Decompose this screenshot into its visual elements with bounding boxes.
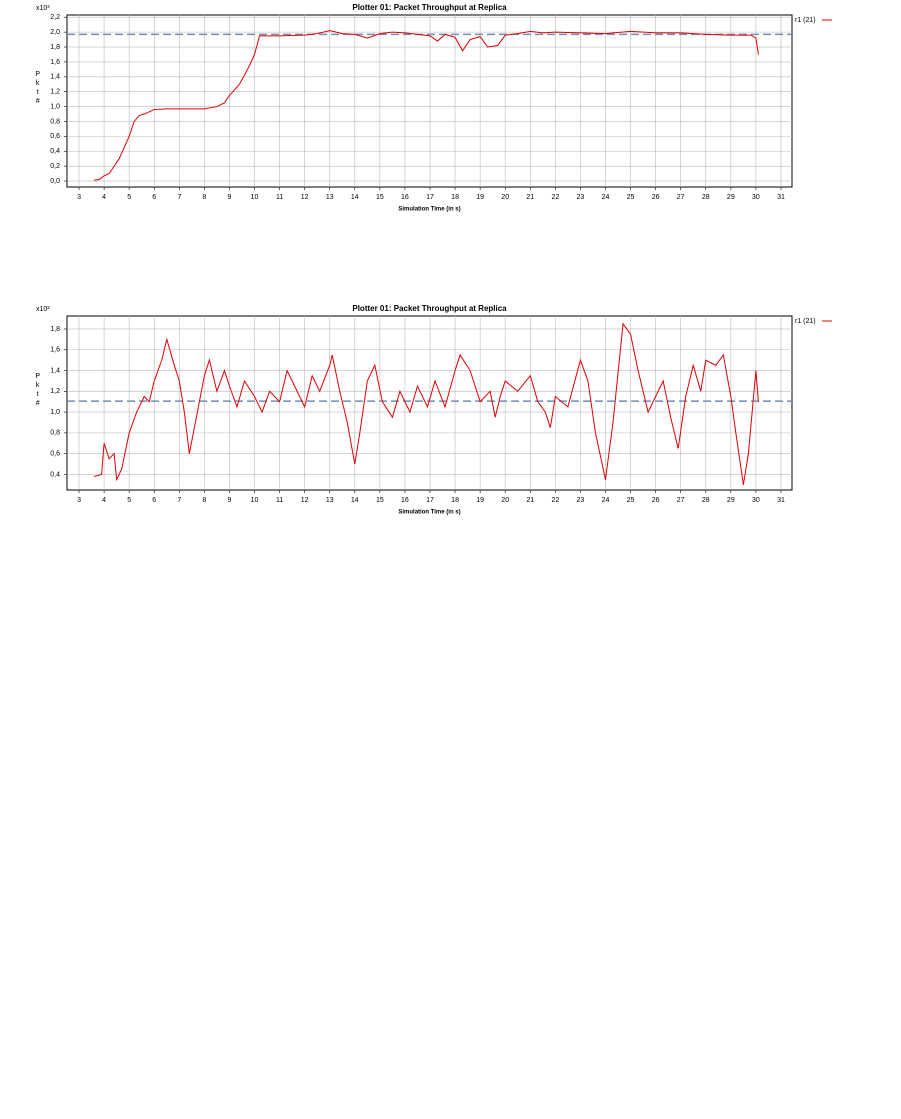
- x-tick-label: 18: [451, 497, 459, 504]
- y-tick-label: 1,4: [50, 367, 60, 374]
- x-tick-label: 17: [426, 497, 434, 504]
- plot-area: [66, 315, 793, 491]
- x-tick-label: 26: [652, 194, 660, 201]
- x-tick-label: 24: [602, 497, 610, 504]
- x-tick-label: 18: [451, 194, 459, 201]
- data-line: [93, 322, 759, 485]
- x-tick-label: 7: [177, 194, 181, 201]
- y-tick-label: 2,0: [50, 29, 60, 36]
- x-tick-label: 8: [202, 194, 206, 201]
- x-tick-label: 14: [351, 497, 359, 504]
- y-multiplier: x10³: [36, 5, 50, 12]
- x-tick-label: 11: [276, 497, 283, 504]
- x-tick-label: 26: [652, 497, 660, 504]
- x-tick-label: 3: [77, 194, 81, 201]
- y-tick-label: 1,8: [50, 44, 60, 51]
- x-tick-label: 11: [276, 194, 283, 201]
- x-tick-label: 27: [677, 497, 685, 504]
- x-tick-label: 14: [351, 194, 359, 201]
- x-tick-label: 12: [301, 194, 309, 201]
- y-tick-label: 0,0: [50, 178, 60, 185]
- y-tick-label: 1,6: [50, 347, 60, 354]
- x-tick-label: 24: [602, 194, 610, 201]
- chart-title: Plotter 01: Packet Throughput at Replica: [352, 3, 507, 12]
- x-tick-label: 29: [727, 194, 735, 201]
- x-tick-label: 10: [251, 497, 259, 504]
- plot-area: [66, 14, 793, 188]
- x-tick-label: 31: [777, 497, 785, 504]
- x-tick-label: 4: [102, 194, 106, 201]
- y-multiplier: x10²: [36, 306, 50, 313]
- x-tick-label: 31: [777, 194, 785, 201]
- y-tick-label: 1,0: [50, 103, 60, 110]
- x-tick-label: 12: [301, 497, 309, 504]
- y-tick-label: 1,8: [50, 326, 60, 333]
- x-tick-label: 15: [376, 194, 384, 201]
- x-tick-label: 20: [501, 497, 509, 504]
- x-tick-label: 30: [752, 194, 760, 201]
- x-tick-label: 5: [127, 497, 131, 504]
- x-axis-label: Simulation Time (in s): [398, 510, 460, 516]
- x-tick-label: 27: [677, 194, 685, 201]
- y-tick-label: 0,8: [50, 118, 60, 125]
- y-tick-label: 1,0: [50, 409, 60, 416]
- x-tick-label: 25: [627, 194, 635, 201]
- x-tick-label: 16: [401, 194, 409, 201]
- x-axis-label: Simulation Time (in s): [398, 207, 460, 213]
- x-tick-label: 16: [401, 497, 409, 504]
- x-tick-label: 7: [177, 497, 181, 504]
- data-line: [93, 30, 759, 181]
- y-tick-label: 1,2: [50, 388, 60, 395]
- x-tick-label: 8: [202, 497, 206, 504]
- y-tick-label: 1,6: [50, 59, 60, 66]
- x-tick-label: 6: [152, 497, 156, 504]
- x-tick-label: 9: [227, 497, 231, 504]
- x-tick-label: 5: [127, 194, 131, 201]
- legend-label: r1 (21): [795, 17, 816, 24]
- y-tick-label: 2,2: [50, 14, 60, 21]
- y-axis-label: Pkt#: [34, 71, 41, 107]
- x-tick-label: 28: [702, 194, 710, 201]
- y-tick-label: 0,8: [50, 430, 60, 437]
- x-tick-label: 19: [476, 497, 484, 504]
- y-tick-label: 1,2: [50, 89, 60, 96]
- chart-title: Plotter 01: Packet Throughput at Replica: [352, 304, 507, 313]
- y-tick-label: 0,4: [50, 148, 60, 155]
- x-tick-label: 17: [426, 194, 434, 201]
- y-tick-label: 0,4: [50, 471, 60, 478]
- x-tick-label: 22: [551, 194, 559, 201]
- x-tick-label: 23: [577, 497, 585, 504]
- x-tick-label: 3: [77, 497, 81, 504]
- y-tick-label: 0,6: [50, 133, 60, 140]
- y-tick-label: 1,4: [50, 74, 60, 81]
- x-tick-label: 21: [526, 194, 534, 201]
- x-tick-label: 19: [476, 194, 484, 201]
- x-tick-label: 15: [376, 497, 384, 504]
- x-tick-label: 9: [227, 194, 231, 201]
- x-tick-label: 10: [251, 194, 259, 201]
- x-tick-label: 28: [702, 497, 710, 504]
- x-tick-label: 6: [152, 194, 156, 201]
- legend-label: r1 (21): [795, 318, 816, 325]
- x-tick-label: 21: [526, 497, 534, 504]
- y-tick-label: 0,6: [50, 450, 60, 457]
- x-tick-label: 13: [326, 194, 334, 201]
- x-tick-label: 29: [727, 497, 735, 504]
- y-tick-label: 0,2: [50, 163, 60, 170]
- x-tick-label: 23: [577, 194, 585, 201]
- x-tick-label: 20: [501, 194, 509, 201]
- x-tick-label: 25: [627, 497, 635, 504]
- x-tick-label: 22: [551, 497, 559, 504]
- x-tick-label: 13: [326, 497, 334, 504]
- y-axis-label: Pkt#: [34, 373, 41, 409]
- x-tick-label: 30: [752, 497, 760, 504]
- x-tick-label: 4: [102, 497, 106, 504]
